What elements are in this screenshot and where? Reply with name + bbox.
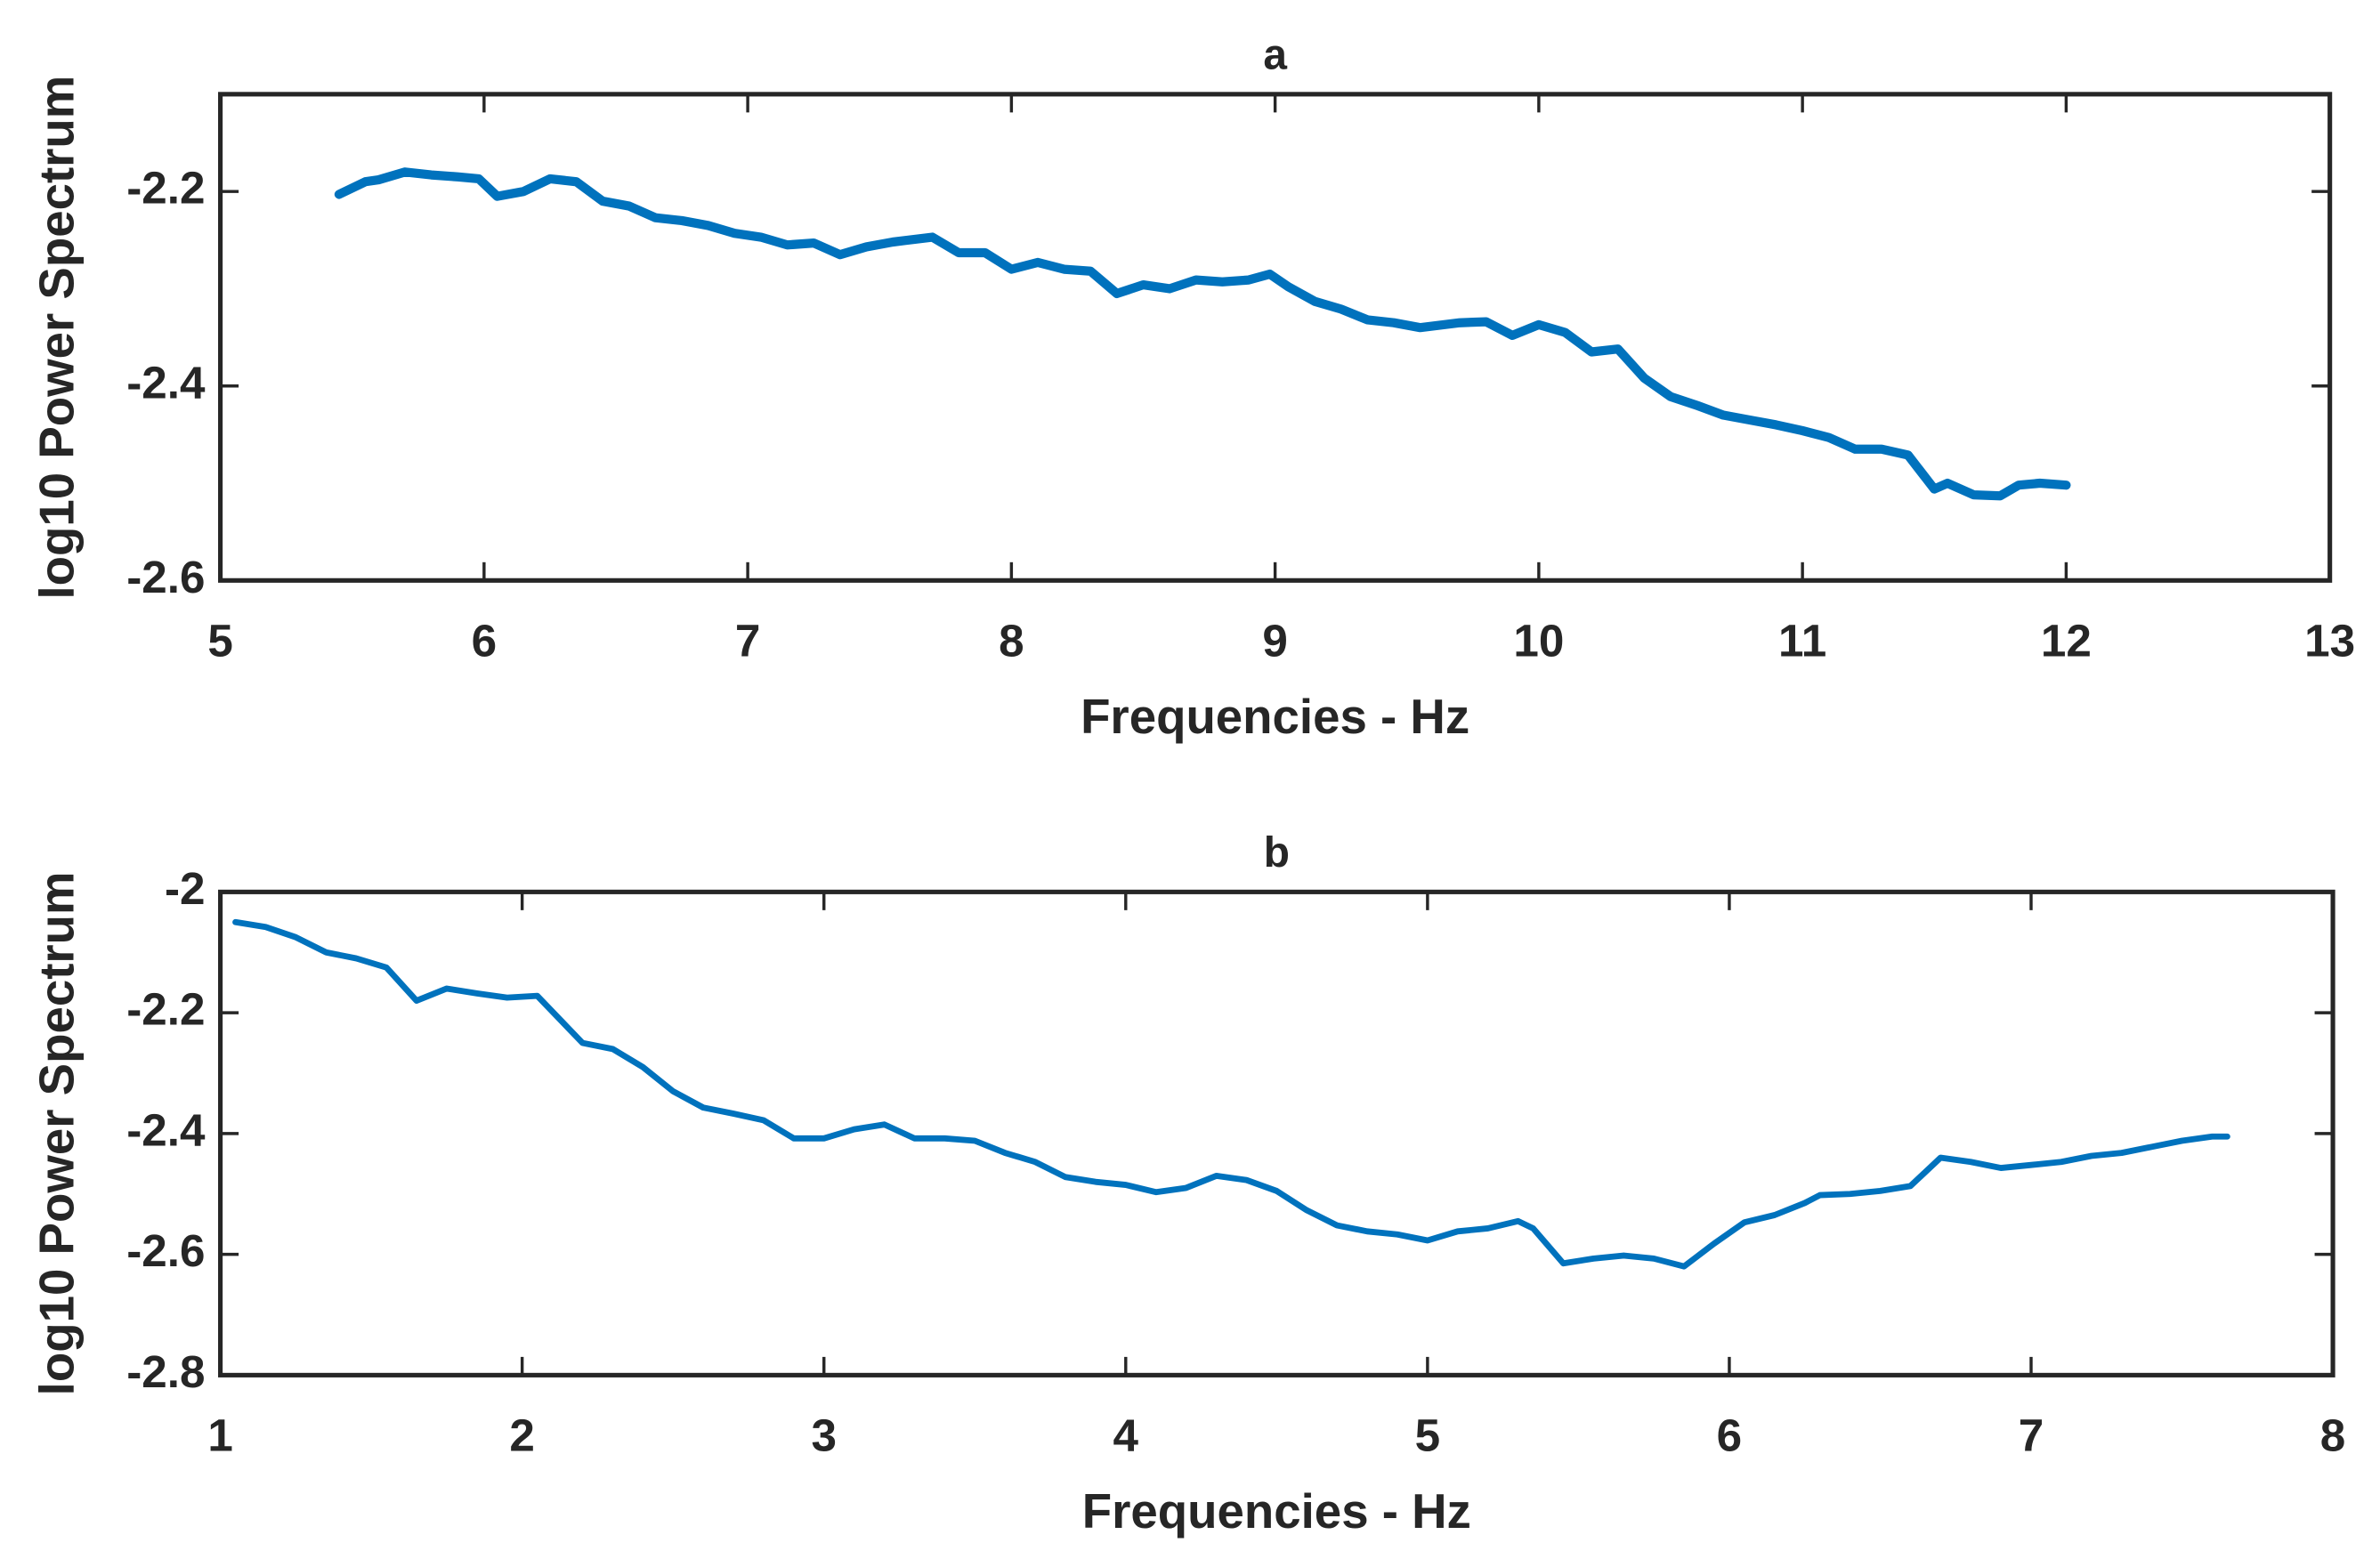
- x-tick-label: 7: [735, 616, 760, 666]
- y-tick-label: -2.4: [126, 357, 206, 408]
- x-tick-label: 5: [207, 616, 232, 666]
- x-tick-label: 13: [2304, 616, 2355, 666]
- y-axis-label: log10 Power Spectrum: [30, 871, 85, 1395]
- x-tick-label: 8: [2320, 1410, 2345, 1461]
- y-tick-label: -2.8: [126, 1346, 205, 1397]
- x-axis-label: Frequencies - Hz: [1081, 690, 1469, 744]
- x-tick-label: 5: [1415, 1410, 1440, 1461]
- y-tick-label: -2.6: [126, 1225, 205, 1276]
- x-axis-label: Frequencies - Hz: [1082, 1484, 1471, 1539]
- chart-title: a: [1263, 32, 1287, 79]
- x-tick-label: 11: [1778, 616, 1826, 666]
- plot-background: [220, 892, 2334, 1376]
- x-tick-label: 3: [811, 1410, 836, 1461]
- chart-title: b: [1264, 829, 1290, 876]
- data-line: [232, 918, 2230, 1270]
- x-tick-label: 2: [509, 1410, 534, 1461]
- plot-background: [220, 93, 2330, 581]
- x-tick-label: 12: [2041, 616, 2092, 666]
- y-tick-label: -2.2: [126, 163, 205, 214]
- y-tick-label: -2.6: [126, 552, 205, 602]
- x-tick-label: 1: [207, 1410, 232, 1461]
- y-axis-label: log10 Power Spectrum: [30, 76, 85, 600]
- x-tick-label: 6: [472, 616, 497, 666]
- y-tick-label: -2.2: [126, 984, 205, 1035]
- x-tick-label: 10: [1513, 616, 1564, 666]
- y-tick-label: -2.4: [126, 1104, 206, 1155]
- y-tick-label: -2: [165, 863, 206, 914]
- x-tick-label: 9: [1262, 616, 1287, 666]
- x-tick-label: 6: [1717, 1410, 1742, 1461]
- x-tick-label: 4: [1113, 1410, 1139, 1461]
- x-tick-label: 8: [999, 616, 1024, 666]
- x-tick-label: 7: [2019, 1410, 2044, 1461]
- data-line: [334, 167, 2071, 501]
